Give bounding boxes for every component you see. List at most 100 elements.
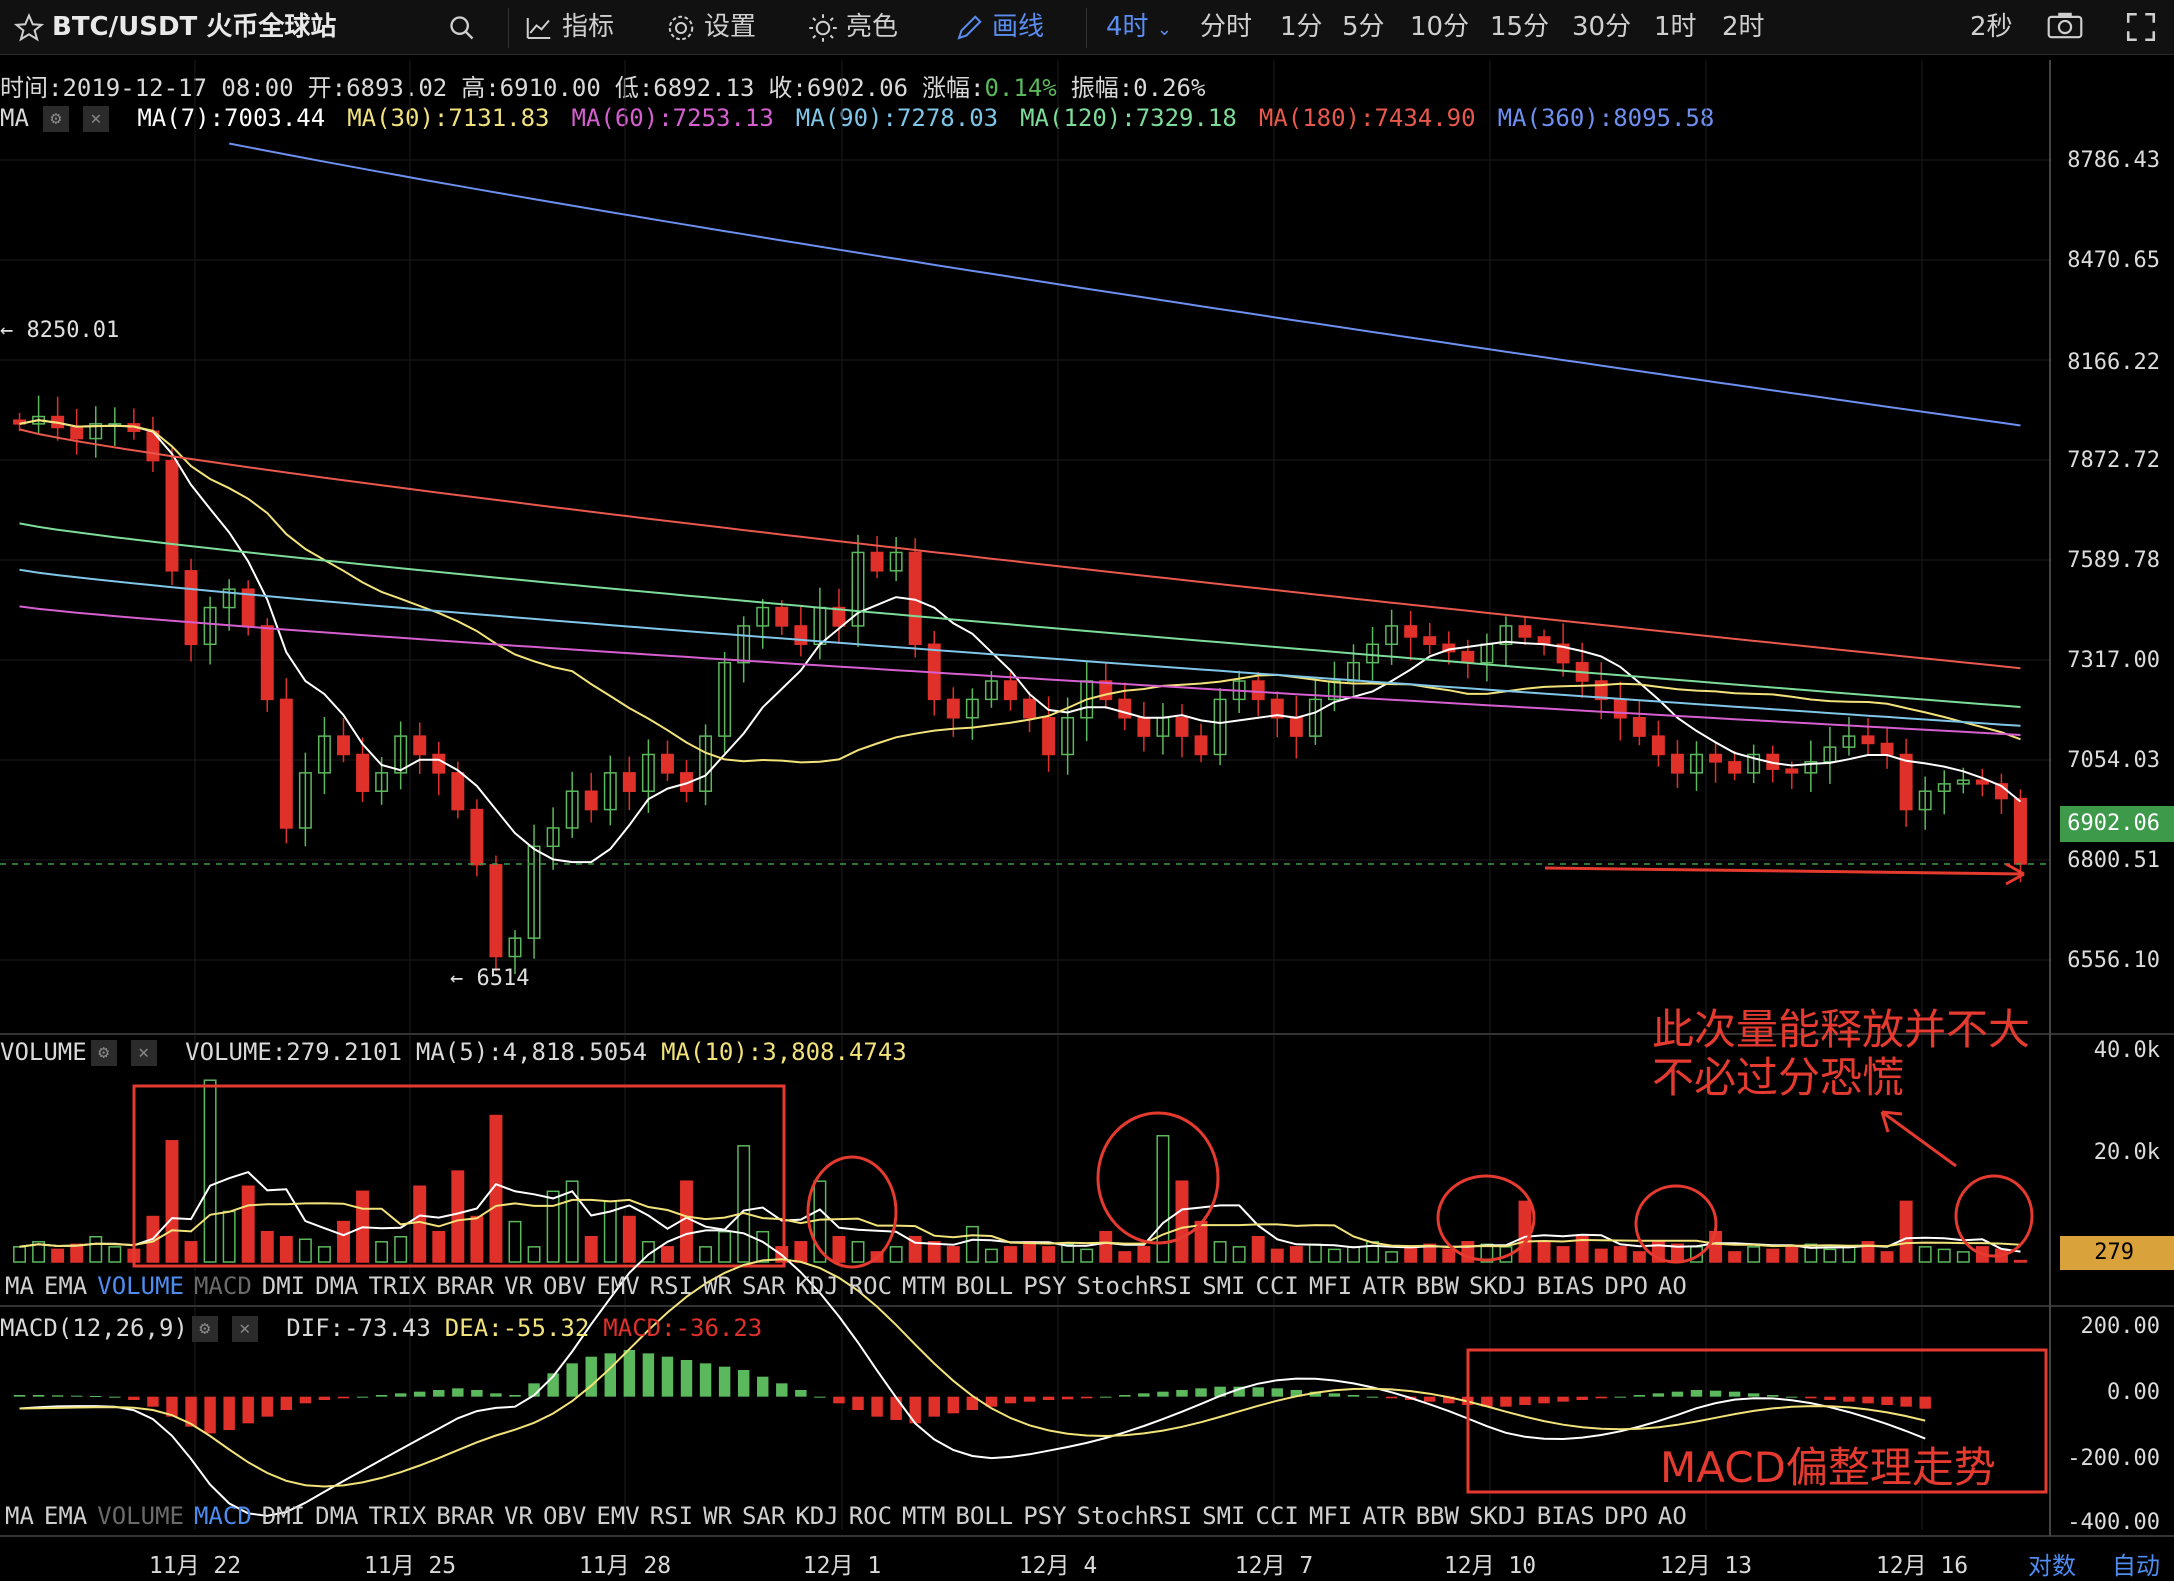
- refresh-interval[interactable]: 2秒: [1970, 12, 2013, 42]
- period-tab[interactable]: 10分: [1410, 12, 1470, 42]
- indicator-tab-bias[interactable]: BIAS: [1536, 1502, 1595, 1530]
- gear-icon[interactable]: ⚙: [42, 106, 69, 132]
- volume-bar: [584, 1236, 598, 1263]
- indicator-tab-skdj[interactable]: SKDJ: [1468, 1272, 1527, 1300]
- auto-scale-toggle[interactable]: 自动: [2112, 1552, 2160, 1580]
- indicators-button[interactable]: 指标: [524, 10, 614, 44]
- period-4h-tab[interactable]: 4时 ⌄: [1106, 10, 1172, 44]
- indicator-tab-wr[interactable]: WR: [703, 1502, 732, 1530]
- indicator-tab-mtm[interactable]: MTM: [902, 1502, 946, 1530]
- indicator-tab-kdj[interactable]: KDJ: [795, 1502, 839, 1530]
- volume-bar: [1842, 1246, 1856, 1263]
- indicator-tab-vr[interactable]: VR: [504, 1502, 533, 1530]
- indicator-tab-smi[interactable]: SMI: [1202, 1272, 1246, 1300]
- macd-histogram-bar: [661, 1356, 674, 1397]
- indicator-tabs-macd-pane: MA EMA VOLUME MACD DMI DMA TRIX BRAR VR OBV EMV RSI…: [0, 1502, 1692, 1530]
- indicator-tab-atr[interactable]: ATR: [1362, 1272, 1406, 1300]
- indicator-tab-boll[interactable]: BOLL: [955, 1272, 1014, 1300]
- draw-button[interactable]: 画线: [954, 10, 1044, 44]
- search-button[interactable]: [448, 10, 484, 44]
- indicator-tab-stochrsi[interactable]: StochRSI: [1076, 1272, 1193, 1300]
- indicator-tab-brar[interactable]: BRAR: [436, 1502, 495, 1530]
- close-icon[interactable]: ✕: [82, 106, 109, 132]
- indicator-tab-roc[interactable]: ROC: [848, 1272, 893, 1300]
- indicator-tab-dpo[interactable]: DPO: [1604, 1272, 1648, 1300]
- settings-button[interactable]: 设置: [666, 10, 756, 44]
- date-label: 12月 13: [1659, 1553, 1753, 1579]
- indicator-tab-ao[interactable]: AO: [1657, 1272, 1687, 1300]
- period-tab[interactable]: 1分: [1280, 12, 1323, 42]
- indicator-tab-mtm[interactable]: MTM: [902, 1272, 946, 1300]
- indicator-tab-cci[interactable]: CCI: [1255, 1502, 1299, 1530]
- indicator-tab-ma[interactable]: MA: [5, 1502, 34, 1530]
- indicator-tab-atr[interactable]: ATR: [1362, 1502, 1406, 1530]
- indicator-tab-bbw[interactable]: BBW: [1415, 1272, 1459, 1300]
- indicator-tab-bias[interactable]: BIAS: [1536, 1272, 1595, 1300]
- indicator-tab-sar[interactable]: SAR: [741, 1272, 786, 1300]
- indicator-tab-obv[interactable]: OBV: [542, 1272, 587, 1300]
- indicator-tab-psy[interactable]: PSY: [1023, 1502, 1067, 1530]
- close-icon[interactable]: ✕: [231, 1316, 258, 1342]
- indicator-tab-mfi[interactable]: MFI: [1308, 1502, 1353, 1530]
- macd-histogram-bar: [90, 1396, 102, 1397]
- indicator-tab-stochrsi[interactable]: StochRSI: [1076, 1502, 1193, 1530]
- period-tab[interactable]: 分时: [1200, 12, 1253, 42]
- indicator-tab-dmi[interactable]: DMI: [261, 1272, 306, 1300]
- indicator-tab-cci[interactable]: CCI: [1255, 1272, 1299, 1300]
- indicator-tab-macd[interactable]: MACD: [193, 1502, 252, 1530]
- gear-icon[interactable]: ⚙: [191, 1316, 218, 1342]
- indicator-tab-macd[interactable]: MACD: [193, 1272, 252, 1300]
- indicator-tab-wr[interactable]: WR: [703, 1272, 732, 1300]
- indicator-tab-emv[interactable]: EMV: [596, 1272, 640, 1300]
- indicator-tab-vr[interactable]: VR: [504, 1272, 533, 1300]
- indicator-tab-bbw[interactable]: BBW: [1415, 1502, 1459, 1530]
- indicator-tab-ma[interactable]: MA: [5, 1272, 34, 1300]
- indicator-tab-skdj[interactable]: SKDJ: [1468, 1502, 1527, 1530]
- indicator-tab-psy[interactable]: PSY: [1023, 1272, 1067, 1300]
- macd-histogram-bar: [1100, 1396, 1112, 1398]
- period-tab[interactable]: 15分: [1490, 12, 1550, 42]
- macd-histogram-bar: [642, 1353, 655, 1397]
- indicator-tab-trix[interactable]: TRIX: [368, 1502, 427, 1530]
- pair-title: BTC/USDT 火币全球站: [52, 12, 337, 42]
- indicator-tab-rsi[interactable]: RSI: [649, 1272, 694, 1300]
- macd-histogram-bar: [318, 1396, 331, 1400]
- indicator-tab-boll[interactable]: BOLL: [955, 1502, 1014, 1530]
- macd-histogram-bar: [70, 1395, 83, 1397]
- indicator-tab-mfi[interactable]: MFI: [1308, 1272, 1353, 1300]
- gear-icon[interactable]: ⚙: [90, 1040, 117, 1066]
- period-tab[interactable]: 30分: [1572, 12, 1632, 42]
- indicator-tab-dma[interactable]: DMA: [315, 1272, 359, 1300]
- screenshot-button[interactable]: [2046, 10, 2084, 44]
- indicator-tab-trix[interactable]: TRIX: [368, 1272, 427, 1300]
- indicator-tab-kdj[interactable]: KDJ: [795, 1272, 839, 1300]
- indicator-tab-dpo[interactable]: DPO: [1604, 1502, 1648, 1530]
- favorite-pair-button[interactable]: BTC/USDT 火币全球站: [14, 10, 336, 44]
- indicator-tab-ema[interactable]: EMA: [43, 1502, 88, 1530]
- indicator-tab-emv[interactable]: EMV: [596, 1502, 640, 1530]
- indicator-tab-volume[interactable]: VOLUME: [97, 1502, 184, 1530]
- candle-body: [165, 459, 179, 572]
- fullscreen-button[interactable]: [2124, 10, 2158, 44]
- volume-bar: [546, 1190, 560, 1263]
- indicator-tab-sar[interactable]: SAR: [741, 1502, 786, 1530]
- indicator-tab-rsi[interactable]: RSI: [649, 1502, 694, 1530]
- volume-bar: [756, 1230, 770, 1263]
- period-tab[interactable]: 1时: [1654, 12, 1697, 42]
- indicator-tab-brar[interactable]: BRAR: [436, 1272, 495, 1300]
- indicator-tab-roc[interactable]: ROC: [848, 1502, 893, 1530]
- log-scale-toggle[interactable]: 对数: [2028, 1552, 2076, 1580]
- theme-button[interactable]: 亮色: [808, 10, 898, 44]
- indicator-tab-ao[interactable]: AO: [1657, 1502, 1687, 1530]
- indicator-tab-dmi[interactable]: DMI: [261, 1502, 306, 1530]
- indicator-tab-obv[interactable]: OBV: [542, 1502, 587, 1530]
- candle-body: [965, 698, 979, 719]
- period-tab[interactable]: 5分: [1342, 12, 1385, 42]
- period-tab[interactable]: 2时: [1722, 12, 1765, 42]
- indicator-tab-dma[interactable]: DMA: [315, 1502, 359, 1530]
- close-icon[interactable]: ✕: [130, 1040, 157, 1066]
- indicator-tab-volume[interactable]: VOLUME: [97, 1272, 184, 1300]
- indicator-tab-ema[interactable]: EMA: [43, 1272, 88, 1300]
- indicator-tab-smi[interactable]: SMI: [1202, 1502, 1246, 1530]
